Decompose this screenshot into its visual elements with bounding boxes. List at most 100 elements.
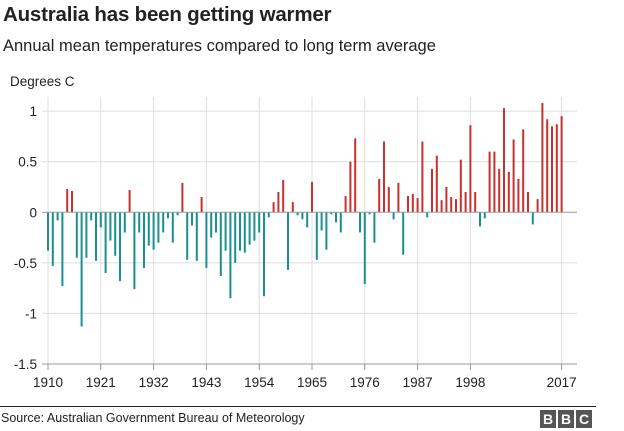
bar-2000 (479, 212, 481, 227)
bar-2016 (555, 124, 558, 213)
bar-1916 (75, 212, 78, 258)
bar-1920 (95, 212, 97, 261)
bar-2005 (503, 108, 505, 213)
bar-1964 (306, 212, 309, 228)
bar-1985 (407, 196, 409, 213)
bar-1927 (128, 190, 131, 213)
bar-1933 (157, 212, 160, 243)
bar-1945 (215, 212, 217, 233)
x-tick-label: 1965 (297, 375, 327, 390)
bar-1963 (301, 212, 304, 220)
bar-2011 (531, 212, 534, 225)
y-tick-label: 0 (29, 205, 37, 220)
x-tick-label: 1998 (455, 375, 485, 390)
bar-1971 (339, 212, 342, 233)
bar-1955 (263, 212, 265, 297)
bar-1982 (392, 212, 395, 220)
bar-1988 (421, 141, 424, 213)
bar-1959 (282, 179, 285, 213)
y-axis-label: Degrees C (10, 74, 75, 89)
axes: -1.5 -1 -0.5 0 0.5 1 1910 1921 1932 1943 1954 1965 1… (14, 104, 577, 390)
bar-2009 (522, 129, 525, 213)
bar-1978 (373, 212, 376, 243)
bar-1928 (133, 212, 136, 290)
bar-1917 (80, 212, 83, 327)
bar-1967 (320, 212, 323, 231)
bar-1948 (229, 212, 232, 299)
bar-1974 (354, 138, 357, 213)
bar-1937 (176, 212, 179, 216)
y-tick-label: 0.5 (18, 155, 37, 170)
bar-1962 (296, 212, 299, 216)
bar-1998 (469, 125, 472, 213)
bar-2004 (498, 168, 501, 213)
bar-1943 (205, 212, 208, 268)
bar-2008 (517, 178, 520, 213)
bar-2012 (536, 199, 539, 213)
bar-1947 (224, 212, 227, 251)
bar-1935 (167, 212, 169, 219)
x-tick-label: 1921 (86, 375, 116, 390)
bar-1924 (114, 212, 117, 256)
bar-1914 (66, 189, 69, 213)
bar-1984 (402, 212, 405, 255)
bar-1979 (378, 178, 381, 213)
bar-1913 (61, 212, 64, 287)
bar-1936 (171, 212, 174, 243)
x-tick-label: 1987 (403, 375, 433, 390)
bar-1965 (311, 181, 313, 213)
bar-1946 (219, 212, 222, 276)
bar-1983 (397, 182, 400, 213)
x-tick-label: 1943 (191, 375, 221, 390)
bar-1918 (85, 212, 88, 258)
bar-1981 (387, 186, 390, 213)
bar-1958 (277, 192, 280, 213)
bar-1911 (51, 212, 54, 266)
bar-1950 (239, 212, 241, 251)
chart-title: Australia has been getting warmer (3, 3, 332, 26)
bar-1996 (459, 159, 462, 213)
bar-1972 (344, 196, 347, 213)
bar-1997 (464, 192, 467, 213)
bar-2006 (507, 171, 510, 213)
grid-lines (42, 97, 577, 370)
bar-1973 (349, 161, 352, 213)
bar-1987 (416, 198, 419, 213)
source-text: Source: Australian Government Bureau of … (1, 411, 305, 425)
bar-1992 (440, 200, 443, 213)
y-tick-label: -1.5 (14, 357, 37, 372)
bar-1931 (147, 212, 150, 246)
x-tick-label: 2017 (547, 375, 577, 390)
bar-1921 (99, 212, 102, 228)
bar-2014 (546, 119, 549, 213)
bar-1939 (186, 212, 189, 260)
bar-1975 (359, 212, 361, 233)
bar-1986 (411, 194, 414, 213)
bar-1990 (431, 168, 433, 213)
bar-1942 (200, 197, 203, 213)
bar-1912 (56, 212, 59, 221)
bar-1923 (109, 212, 112, 241)
bar-2002 (488, 151, 491, 213)
bar-1934 (162, 212, 165, 233)
bar-1994 (450, 197, 453, 213)
bar-1922 (104, 212, 107, 273)
bar-1968 (325, 212, 328, 250)
x-tick-label: 1976 (350, 375, 380, 390)
bar-1930 (143, 212, 145, 268)
bar-1995 (455, 199, 457, 213)
bar-1944 (210, 212, 213, 238)
chart-subtitle: Annual mean temperatures compared to lon… (3, 37, 436, 55)
x-tick-label: 1932 (139, 375, 169, 390)
bar-1970 (335, 212, 337, 223)
bar-1980 (383, 141, 385, 213)
x-tick-label: 1954 (244, 375, 275, 390)
bar-1941 (195, 212, 198, 261)
bar-1919 (90, 212, 93, 221)
bar-1953 (253, 212, 256, 241)
bar-1960 (287, 212, 289, 270)
bar-1976 (363, 212, 366, 285)
bar-1977 (368, 212, 371, 215)
bar-2007 (512, 139, 515, 213)
bar-1938 (181, 182, 184, 213)
